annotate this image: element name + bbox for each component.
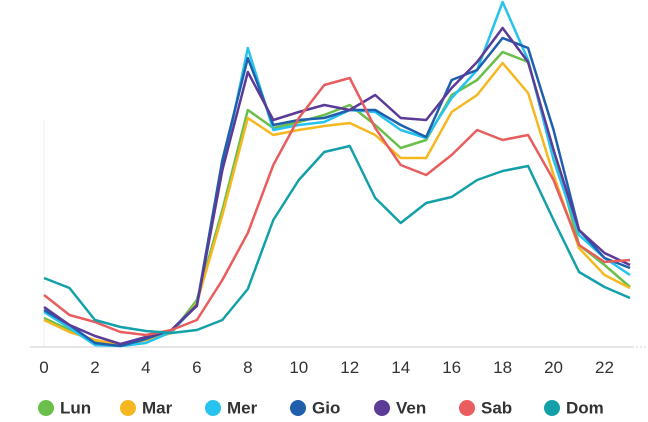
series-line [43,76,631,337]
x-tick-label: 8 [243,358,252,377]
series-line [43,61,631,347]
legend-label: Mar [142,398,173,417]
legend-marker [544,400,560,416]
legend-label: Dom [566,398,604,417]
legend-marker [38,400,54,416]
series-line [43,26,631,346]
x-tick-label: 10 [289,358,308,377]
legend-label: Sab [481,398,512,417]
x-tick-label: 20 [544,358,563,377]
x-tick-label: 4 [141,358,150,377]
x-tick-label: 2 [90,358,99,377]
x-tick-label: 6 [192,358,201,377]
legend-marker [290,400,306,416]
x-tick-label: 0 [39,358,48,377]
legend-marker [374,400,390,416]
legend-label: Lun [60,398,91,417]
x-tick-label: 12 [340,358,359,377]
legend-label: Gio [312,398,340,417]
legend-marker [459,400,475,416]
series-line [43,36,631,348]
legend-marker [205,400,221,416]
legend-label: Mer [227,398,258,417]
series-line [43,144,631,335]
x-tick-label: 14 [391,358,410,377]
x-tick-label: 16 [442,358,461,377]
legend-label: Ven [396,398,426,417]
x-tick-label: 18 [493,358,512,377]
series-line [43,0,631,348]
legend-marker [120,400,136,416]
x-tick-label: 22 [595,358,614,377]
